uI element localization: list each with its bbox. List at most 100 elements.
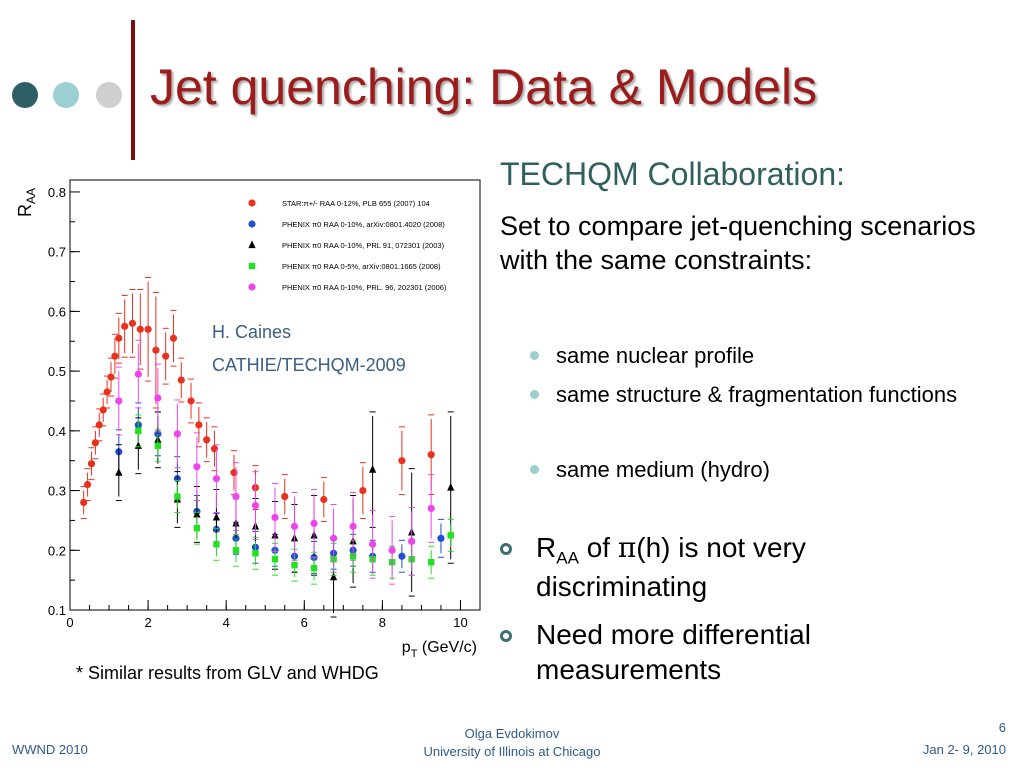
data-point [111,352,119,360]
bullet-rest: (h) is not very discriminating [536,532,806,602]
bullet-ring-icon [500,543,512,555]
series-5 [115,339,435,585]
x-tick-label: 0 [66,615,73,630]
legend-label: PHENIX π0 RAA 0-10%, PRL. 96, 202301 (20… [282,283,447,292]
data-point [232,492,240,501]
legend-marker [248,199,256,207]
data-point [169,334,178,342]
raa-symbol: R [536,532,557,563]
y-tick-label: 0.7 [48,245,66,260]
y-tick-label: 0.2 [48,543,66,558]
legend-marker [248,262,256,270]
data-point [271,513,279,522]
data-point [195,421,203,429]
data-point [388,546,396,554]
sub-bullet: same nuclear profile [530,342,996,370]
legend-marker [248,240,256,249]
legend-label: STAR:π+/- RAA 0-12%, PLB 655 (2007) 104 [282,199,430,208]
bullet-dot-icon [530,465,539,474]
sub-bullet: same structure & fragmentation functions [530,381,996,409]
chart-footnote: * Similar results from GLV and WHDG [76,663,379,683]
legend-marker [248,220,256,228]
bullet-dot-icon [530,351,539,360]
data-point [369,465,377,473]
data-point [91,439,99,447]
sub-bullet: same medium (hydro) [530,456,996,484]
data-point [115,468,123,476]
x-tick-label: 4 [223,615,230,630]
data-point [80,498,88,507]
data-point [359,486,367,495]
data-point [136,325,144,333]
y-tick-label: 0.3 [48,484,66,499]
x-axis-label-sub: T [411,648,418,660]
data-point [135,427,142,435]
data-point [174,493,181,500]
data-point [290,522,299,530]
data-point [83,480,92,489]
footer-date: Jan 2- 9, 2010 [922,742,1006,757]
plot-frame [69,179,481,611]
y-tick-label: 0.4 [48,424,66,439]
data-point [193,463,201,471]
legend-label: PHENIX π0 RAA 0-10%, arXiv:0801.4020 (20… [282,220,445,229]
legend-label: PHENIX π0 RAA 0-5%, arXiv:0801.1665 (200… [282,262,441,271]
data-point [193,509,201,518]
legend-label: PHENIX π0 RAA 0-10%, PRL 91, 072301 (200… [282,241,445,250]
data-point [115,334,123,342]
page-number: 6 [998,720,1006,735]
data-point [447,482,455,491]
legend: STAR:π+/- RAA 0-12%, PLB 655 (2007) 104 P… [248,199,447,292]
data-point [281,492,289,501]
data-point [87,460,96,468]
annotation-author: H. Caines [212,322,292,342]
footer-conference: WWND 2010 [12,742,88,757]
main-bullet-text: Need more differential measurements [536,619,811,685]
data-point [210,445,219,453]
data-point [162,352,170,360]
sub-bullet-text: same nuclear profile [556,343,755,368]
data-point [329,534,338,542]
data-point [103,388,111,396]
data-point [349,522,357,530]
data-point [177,376,185,384]
intro-text: Set to compare jet-quenching scenarios w… [500,211,976,275]
data-point [213,541,220,548]
data-point [232,547,240,554]
main-bullet-text: RAA of π(h) is not very discriminating [500,530,970,604]
data-point [447,532,454,539]
raa-subscript: AA [556,548,579,568]
data-point [115,397,123,405]
x-tick-label: 8 [379,615,386,630]
data-point [252,550,259,557]
data-point [154,442,162,449]
data-point [173,430,181,438]
slide-title: Jet quenching: Data & Models [150,59,818,115]
footer-institution: University of Illinois at Chicago [423,744,601,759]
y-tick-label: 0.5 [48,364,66,379]
data-point [152,346,160,354]
x-axis-label-unit: (GeV/c) [417,639,477,656]
bullet-ring-icon [500,630,512,642]
pi-symbol: π [617,531,637,564]
series-1 [80,277,435,522]
x-tick-label: 10 [453,615,467,630]
data-point [320,495,328,504]
y-tick-label: 0.8 [48,185,66,200]
data-point [193,524,201,532]
data-point [271,556,279,563]
header-dot-gray [96,82,122,108]
bullet-dot-icon [530,390,539,399]
footer-author: Olga Evdokimov [464,726,560,741]
sub-bullet-text: same medium (hydro) [556,457,770,482]
y-axis-label: RAA [15,188,38,217]
data-point [398,457,406,465]
data-point [427,451,435,459]
sub-bullet-text: same structure & fragmentation functions [556,382,958,407]
annotation-conference: CATHIE/TECHQM-2009 [212,355,406,375]
y-axis-label-main: R [15,204,35,217]
data-point [212,512,221,521]
legend-marker [248,283,256,291]
main-bullet-differential: Need more differential measurements [500,617,970,687]
data-point [187,397,195,405]
